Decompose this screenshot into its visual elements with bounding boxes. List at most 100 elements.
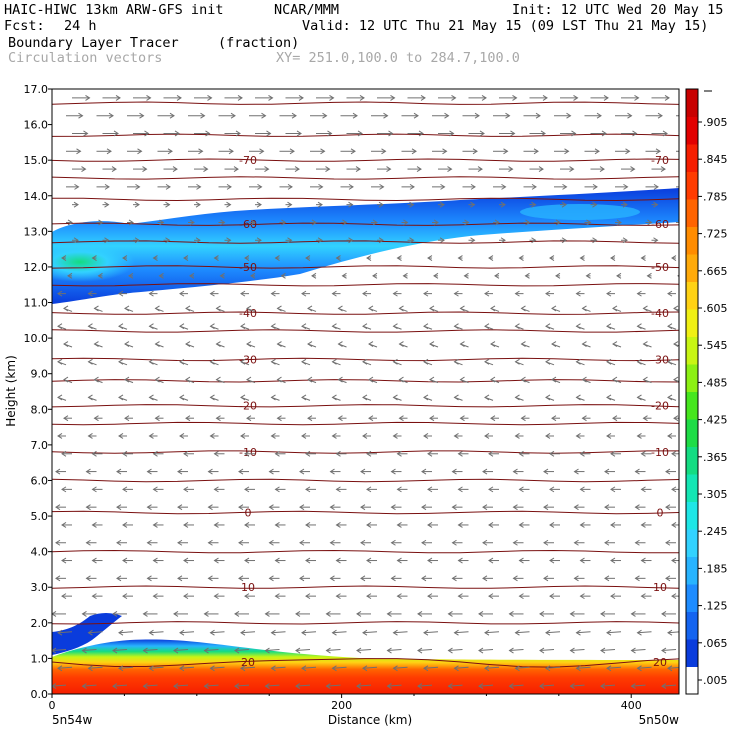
vector-arrowhead: [653, 237, 659, 244]
vector-arrowhead: [335, 486, 341, 493]
vector-arrowhead: [270, 323, 276, 330]
vector-arrowhead: [457, 593, 463, 600]
vector-arrowhead: [642, 305, 648, 312]
vector-arrowhead: [381, 148, 387, 155]
vector-arrowhead: [661, 611, 667, 617]
circulation-vector: [454, 666, 469, 669]
vector-arrowhead: [301, 358, 307, 365]
vector-arrowhead: [421, 539, 427, 546]
vector-arrowhead: [518, 522, 524, 528]
vector-arrowhead: [360, 575, 366, 582]
circulation-vector: [332, 631, 347, 634]
vector-arrowhead: [457, 255, 463, 261]
vector-arrowhead: [368, 376, 374, 383]
vector-arrowhead: [642, 341, 648, 347]
vector-arrowhead: [148, 358, 154, 365]
colorbar-segment: [686, 171, 698, 200]
vector-arrowhead: [57, 665, 63, 672]
contour-label: -50: [651, 261, 669, 274]
vector-arrowhead: [488, 255, 494, 261]
vector-arrowhead: [379, 183, 385, 190]
x-left-location: 5n54w: [52, 713, 93, 727]
vector-arrowhead: [295, 647, 301, 654]
vector-arrowhead: [518, 450, 524, 457]
vector-arrowhead: [179, 323, 185, 330]
vector-arrowhead: [449, 130, 455, 137]
circulation-vector: [301, 631, 317, 634]
vector-arrowhead: [142, 611, 148, 617]
vector-arrowhead: [474, 112, 480, 119]
vector-arrowhead: [372, 272, 378, 279]
vector-arrowhead: [299, 539, 305, 546]
vector-arrowhead: [207, 575, 213, 582]
vector-arrowhead: [61, 557, 67, 564]
vector-arrowhead: [535, 112, 541, 119]
circulation-vector: [88, 631, 103, 634]
vector-arrowhead: [409, 237, 415, 244]
vector-arrowhead: [274, 486, 280, 493]
vector-arrowhead: [453, 290, 459, 297]
contour-label: -30: [651, 353, 669, 366]
vector-arrowhead: [226, 183, 232, 190]
vector-arrowhead: [549, 486, 555, 493]
vector-arrowhead: [482, 575, 488, 582]
vector-arrowhead: [244, 557, 250, 564]
fcst-label: Fcst:: [4, 18, 45, 34]
vector-arrowhead: [87, 665, 93, 672]
cross-section-coords: XY= 251.0,100.0 to 284.7,100.0: [276, 50, 520, 66]
vector-arrowhead: [195, 237, 201, 244]
x-tick-label: 0: [49, 699, 56, 712]
contour-label: -20: [651, 400, 669, 413]
vector-arrowhead: [173, 647, 179, 654]
vector-arrowhead: [55, 468, 61, 475]
vector-arrowhead: [386, 647, 392, 654]
vector-arrowhead: [464, 219, 470, 226]
vector-arrowhead: [122, 450, 128, 457]
colorbar-segment: [686, 116, 698, 145]
vector-arrowhead: [470, 201, 476, 208]
vector-arrowhead: [642, 376, 648, 383]
vector-arrowhead: [219, 272, 225, 279]
circulation-vector: [509, 684, 524, 687]
vector-arrowhead: [520, 415, 526, 422]
colorbar-label: .545: [703, 339, 728, 352]
colorbar-segment: [686, 611, 698, 640]
circulation-vector: [417, 649, 433, 652]
vector-arrowhead: [477, 166, 483, 172]
vector-arrowhead: [116, 468, 122, 475]
vector-arrowhead: [392, 290, 398, 297]
vector-arrowhead: [543, 575, 549, 582]
circulation-vector: [356, 649, 372, 652]
vector-arrowhead: [337, 376, 343, 383]
circulation-vector: [417, 684, 433, 687]
vector-arrowhead: [427, 255, 433, 261]
vector-arrowhead: [213, 255, 219, 261]
vector-arrowhead: [592, 237, 598, 244]
vector-arrowhead: [337, 415, 343, 422]
vector-arrowhead: [484, 433, 490, 439]
vector-arrowhead: [545, 665, 551, 672]
vector-arrowhead: [165, 183, 171, 190]
vector-arrowhead: [579, 557, 585, 564]
vector-arrowhead: [360, 468, 366, 475]
y-tick-label: 10.0: [24, 332, 49, 345]
vector-arrowhead: [524, 272, 530, 279]
vector-arrowhead: [85, 94, 91, 101]
vector-arrowhead: [575, 290, 581, 297]
circulation-vector: [539, 684, 555, 687]
vector-arrowhead: [545, 394, 551, 401]
vector-arrowhead: [427, 486, 433, 493]
vector-arrowhead: [508, 683, 514, 690]
vector-arrowhead: [305, 486, 311, 493]
circulation-vector: [484, 631, 500, 634]
vector-arrowhead: [409, 201, 415, 208]
vector-arrowhead: [256, 201, 262, 208]
vector-arrowhead: [581, 376, 587, 383]
vector-arrowhead: [67, 272, 73, 279]
vector-arrowhead: [52, 647, 57, 654]
vector-arrowhead: [640, 557, 646, 564]
vector-arrowhead: [134, 201, 140, 208]
vector-arrowhead: [230, 112, 236, 119]
vector-arrowhead: [320, 148, 326, 155]
vector-arrowhead: [296, 130, 302, 137]
